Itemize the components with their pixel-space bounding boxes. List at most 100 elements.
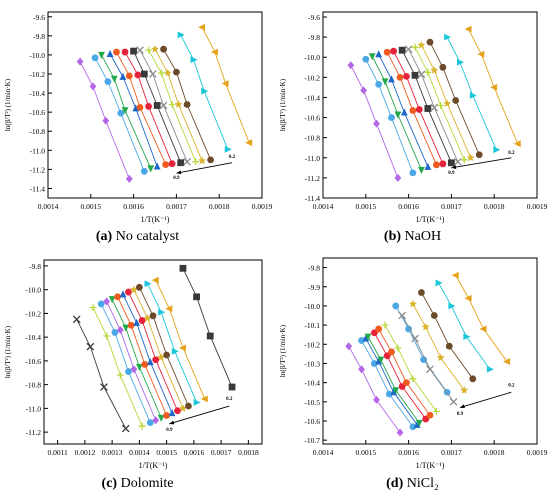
data-point — [183, 157, 191, 166]
data-point — [469, 375, 477, 383]
data-point — [162, 161, 170, 169]
series-line — [147, 283, 198, 403]
data-point — [479, 325, 487, 333]
y-tick-label: -11.4 — [30, 184, 46, 193]
x-axis-label: 1/T(K⁻¹) — [139, 461, 168, 470]
data-point — [375, 357, 383, 365]
x-tick-label: 0.0015 — [156, 448, 177, 457]
series-line — [348, 345, 401, 433]
data-point — [398, 311, 407, 320]
series-5 — [108, 296, 165, 422]
data-point — [411, 334, 419, 343]
data-point — [490, 84, 498, 91]
series-line — [384, 324, 437, 412]
data-point — [177, 159, 185, 167]
data-point — [375, 80, 383, 88]
data-point — [396, 428, 404, 437]
annotation-high: 0.2 — [226, 397, 233, 402]
series-line — [455, 275, 508, 362]
series-10 — [135, 283, 192, 410]
caption-b: (b) NaOH — [275, 229, 550, 245]
data-point — [163, 68, 172, 77]
data-point — [116, 326, 124, 335]
data-point — [424, 68, 432, 76]
series-line — [421, 44, 472, 158]
data-point — [449, 397, 458, 406]
arrow-head — [451, 165, 457, 169]
data-point — [104, 78, 112, 86]
data-point — [119, 72, 127, 80]
data-point — [192, 158, 200, 166]
series-11 — [160, 45, 215, 164]
series-9 — [129, 285, 187, 412]
series-line — [154, 48, 203, 161]
data-point — [417, 70, 426, 79]
annotation-low: 0.9 — [173, 176, 180, 181]
plot-area — [347, 25, 521, 182]
y-axis-label: ln(β/T²) (1/min·K) — [4, 325, 12, 378]
data-point — [433, 408, 440, 415]
plot-frame — [43, 259, 263, 445]
data-point — [163, 351, 171, 359]
x-tick-label: 0.0017 — [211, 448, 232, 457]
data-point — [426, 38, 434, 46]
data-point — [136, 46, 144, 55]
caption-c-text: Dolomite — [120, 476, 174, 491]
y-tick-label: -9.8 — [308, 33, 320, 42]
data-point — [228, 383, 236, 391]
data-point — [89, 304, 97, 311]
series-line — [94, 57, 145, 172]
data-point — [193, 293, 200, 301]
x-axis-label: 1/T(K⁻¹) — [141, 215, 170, 224]
y-tick-label: -11.2 — [305, 174, 321, 183]
series-13 — [179, 264, 236, 391]
y-tick-label: -10.8 — [304, 134, 320, 143]
series-line — [468, 28, 519, 144]
data-point — [72, 315, 81, 324]
y-tick-label: -10.3 — [304, 359, 320, 368]
data-point — [381, 321, 389, 329]
data-point — [157, 353, 166, 361]
data-point — [138, 317, 146, 324]
data-point — [448, 159, 455, 167]
annotation-high: 0.2 — [508, 383, 515, 388]
series-1 — [76, 57, 133, 183]
x-tick-label: 0.0016 — [398, 202, 419, 211]
data-point — [206, 332, 214, 340]
series-12 — [177, 31, 232, 153]
data-point — [111, 329, 119, 336]
data-point — [136, 103, 144, 111]
y-tick-label: -10.6 — [25, 357, 41, 366]
data-point — [145, 46, 152, 54]
x-tick-label: 0.0017 — [441, 202, 462, 211]
data-point — [362, 55, 370, 63]
data-point — [129, 285, 138, 294]
y-tick-label: -10.4 — [304, 93, 320, 102]
series-12 — [444, 33, 501, 154]
caption-a-text: No catalyst — [115, 229, 180, 244]
y-tick-label: -10.1 — [304, 321, 320, 330]
data-point — [370, 360, 378, 367]
chart-panel-b: 0.0014 0.0015 0.0016 0.0017 0.0018 0.0019 -9.6… — [275, 0, 550, 248]
data-point — [469, 92, 477, 99]
data-point — [135, 283, 143, 291]
data-point — [409, 107, 417, 114]
data-point — [477, 50, 485, 58]
series-2 — [362, 55, 417, 177]
data-point — [207, 156, 215, 164]
data-point — [390, 47, 398, 55]
series-6 — [375, 325, 434, 419]
data-point — [403, 379, 410, 387]
data-point — [178, 344, 186, 352]
series-line — [365, 59, 414, 174]
y-tick-label: -10.6 — [29, 108, 45, 117]
arrow-head — [169, 420, 175, 425]
data-point — [193, 399, 201, 406]
caption-d-text: NiCl₂ — [406, 476, 439, 491]
series-13 — [464, 25, 521, 148]
data-point — [513, 140, 521, 148]
data-point — [146, 419, 154, 427]
series-line — [100, 303, 151, 423]
plot-frame — [322, 11, 538, 199]
y-tick-label: -10.6 — [304, 114, 320, 123]
